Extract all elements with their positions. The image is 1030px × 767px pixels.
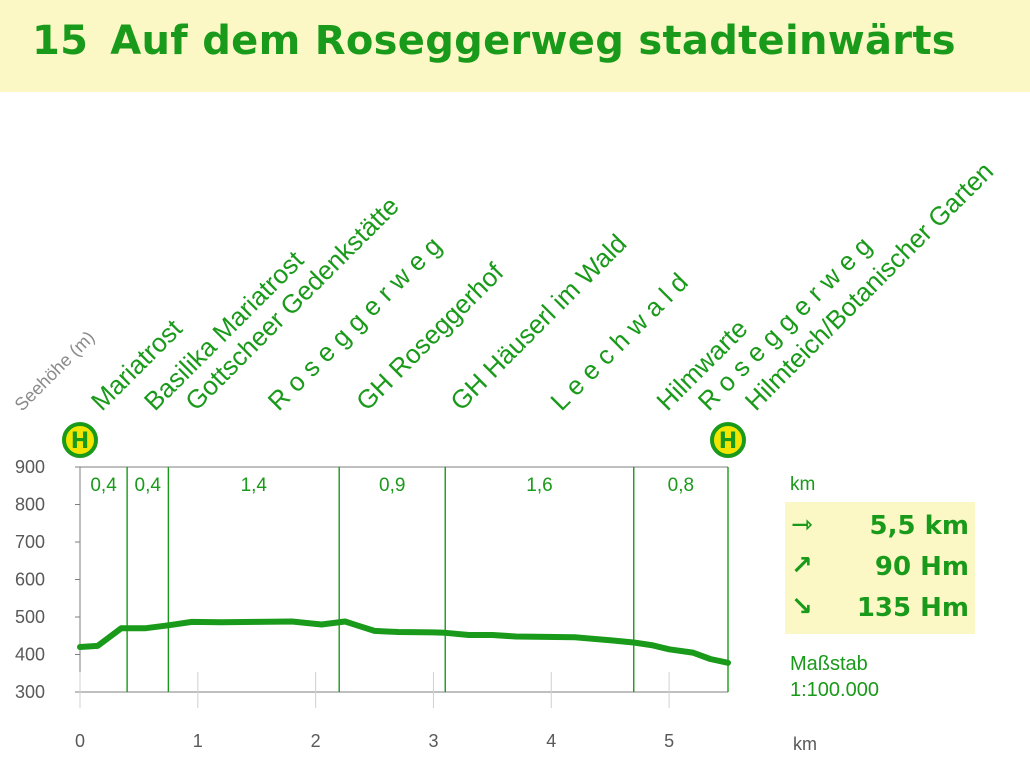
scale-info: Maßstab 1:100.000 (790, 651, 879, 703)
bus-stop-symbol: H (719, 429, 737, 454)
y-tick-label: 900 (15, 457, 45, 477)
segment-distance-label: 1,4 (241, 475, 268, 496)
y-tick-label: 800 (15, 495, 45, 515)
waypoint-label: Hilmteich/Botanischer Garten (739, 156, 999, 416)
y-tick-label: 700 (15, 532, 45, 552)
segment-distance-label: 0,9 (379, 475, 405, 496)
distance-row: ⇾ 5,5 km (785, 506, 975, 546)
waypoint-label: GH Häuserl im Wald (444, 228, 632, 416)
y-tick-label: 300 (15, 682, 45, 702)
route-name: Auf dem Roseggerweg stadteinwärts (110, 18, 956, 64)
x-tick-label: 5 (664, 731, 674, 751)
route-number: 15 (32, 18, 89, 64)
arrow-down-right-icon: ↘ (791, 592, 813, 622)
scale-value: 1:100.000 (790, 679, 879, 701)
x-axis-unit: km (793, 734, 817, 754)
bus-stop-icon (62, 422, 98, 458)
distance-value: 5,5 km (869, 511, 970, 541)
elevation-profile-line (77, 618, 731, 666)
arrow-right-icon: ⇾ (791, 510, 813, 540)
segment-distance-label: 0,4 (135, 475, 162, 496)
segment-distance-label: 1,6 (526, 475, 552, 496)
arrow-up-right-icon: ↗ (791, 551, 813, 581)
x-tick-label: 4 (546, 731, 556, 751)
descent-row: ↘ 135 Hm (785, 588, 975, 628)
title-bar: 15 Auf dem Roseggerweg stadteinwärts (0, 0, 1030, 92)
x-tick-label: 3 (428, 731, 438, 751)
segment-distance-label: 0,4 (90, 475, 117, 496)
stats-unit-label: km (790, 474, 816, 495)
ascent-row: ↗ 90 Hm (785, 547, 975, 587)
scale-label: Maßstab (790, 653, 868, 675)
y-axis-title: Seehöhe (m) (11, 327, 99, 415)
bus-stop-symbol: H (71, 429, 89, 454)
x-tick-label: 0 (75, 731, 85, 751)
segment-distance-label: 0,8 (668, 475, 694, 496)
y-tick-label: 400 (15, 645, 45, 665)
x-tick-label: 2 (311, 731, 321, 751)
page-title: 15 Auf dem Roseggerweg stadteinwärts (32, 18, 978, 64)
y-tick-label: 500 (15, 607, 45, 627)
y-tick-label: 600 (15, 570, 45, 590)
ascent-value: 90 Hm (874, 552, 969, 582)
x-tick-label: 1 (193, 731, 203, 751)
descent-value: 135 Hm (856, 593, 969, 623)
bus-stop-icon (710, 422, 746, 458)
stats-box: ⇾ 5,5 km ↗ 90 Hm ↘ 135 Hm (785, 502, 975, 634)
